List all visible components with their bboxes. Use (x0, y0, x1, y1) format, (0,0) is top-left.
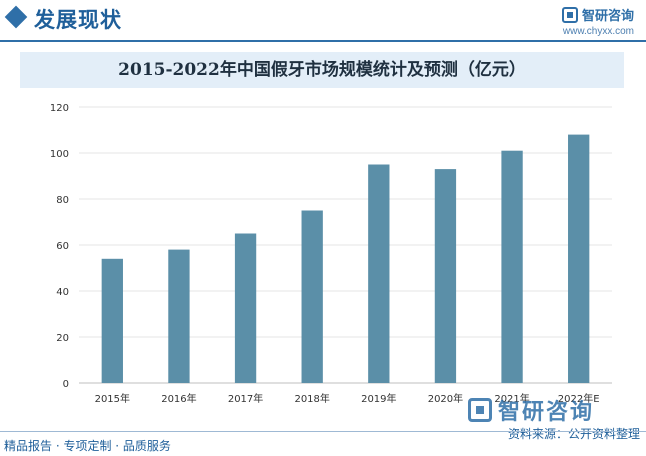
y-tick-label: 100 (50, 149, 69, 160)
footer-slogan: 精品报告 · 专项定制 · 品质服务 (4, 439, 171, 453)
watermark-logo: 智研咨询 (468, 394, 594, 426)
watermark-mark-icon (468, 398, 492, 422)
y-tick-label: 120 (50, 103, 69, 114)
chart-title: 2015-2022年中国假牙市场规模统计及预测（亿元） (118, 60, 526, 80)
bar (168, 249, 190, 383)
bar (301, 210, 323, 383)
y-tick-label: 20 (56, 333, 69, 344)
y-tick-label: 0 (63, 379, 69, 390)
bar (101, 258, 123, 383)
bar (434, 169, 457, 383)
x-tick-label: 2016年 (161, 392, 196, 405)
bar (501, 150, 523, 383)
chart-title-band: 2015-2022年中国假牙市场规模统计及预测（亿元） (20, 52, 624, 88)
bar (234, 233, 257, 383)
brand-name: 智研咨询 (581, 8, 634, 23)
brand-logo-icon (561, 6, 578, 23)
x-tick-label: 2022年E (558, 392, 600, 405)
x-tick-label: 2019年 (361, 392, 396, 405)
bar (568, 134, 590, 383)
y-tick-label: 40 (56, 287, 69, 298)
y-tick-label: 60 (56, 241, 69, 252)
page-header: 发展现状 智研咨询 www.chyxx.com (0, 0, 646, 44)
x-tick-label: 2017年 (228, 392, 263, 405)
x-tick-label: 2021年 (494, 392, 529, 405)
x-tick-label: 2018年 (294, 392, 329, 405)
header-divider (0, 40, 646, 42)
bar (368, 164, 390, 383)
footer-divider (0, 431, 646, 432)
brand-block: 智研咨询 www.chyxx.com (561, 5, 634, 37)
watermark-name: 智研咨询 (498, 400, 595, 425)
y-tick-label: 80 (56, 195, 69, 206)
x-tick-label: 2020年 (428, 392, 463, 405)
brand-url: www.chyxx.com (562, 26, 634, 37)
x-tick-label: 2015年 (95, 392, 130, 405)
section-title: 发展现状 (34, 8, 122, 32)
source-note: 资料来源：公开资料整理 (507, 427, 640, 441)
